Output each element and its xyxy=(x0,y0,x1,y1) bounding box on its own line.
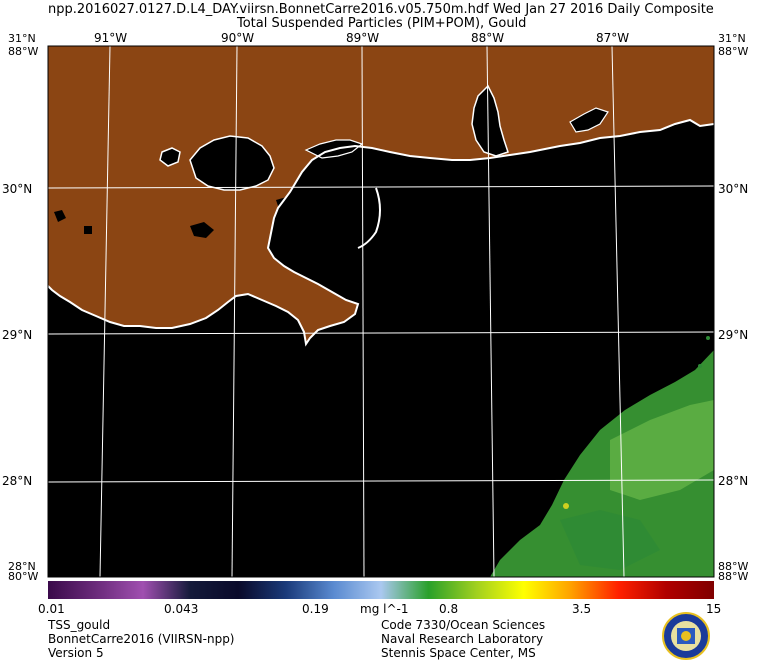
lon-label-91w: 91°W xyxy=(94,31,127,45)
lon-label-88w: 88°W xyxy=(471,31,504,45)
org-line-2: Naval Research Laboratory xyxy=(381,632,544,646)
colorbar-label-0: 0.01 xyxy=(38,602,65,616)
map-land xyxy=(48,46,714,344)
parallel-29 xyxy=(47,331,715,335)
lat-label-28n-left: 28°N xyxy=(2,474,32,488)
lat-label-29n-left: 29°N xyxy=(2,328,32,342)
lon-label-90w: 90°W xyxy=(221,31,254,45)
tss-patch-3 xyxy=(560,510,660,570)
header-line-1: npp.2016027.0127.D.L4_DAY.viirsn.BonnetC… xyxy=(48,2,714,17)
version: Version 5 xyxy=(48,646,104,660)
meridian-88 xyxy=(486,45,495,578)
lon-label-87w: 87°W xyxy=(596,31,629,45)
colorbar-label-2: 0.19 xyxy=(302,602,329,616)
meridian-91 xyxy=(99,45,111,578)
inner-bay-4 xyxy=(84,226,92,234)
mobile-bay xyxy=(471,84,509,157)
parallel-28 xyxy=(47,479,715,483)
corner-top-left-lat: 31°N xyxy=(8,32,36,45)
nrl-seal-logo xyxy=(662,612,710,660)
corner-bottom-left-lon: 80°W xyxy=(8,570,38,580)
org-line-1: Code 7330/Ocean Sciences xyxy=(381,618,546,632)
lat-label-30n-right: 30°N xyxy=(718,182,748,196)
corner-top-left-lon: 88°W xyxy=(8,45,38,58)
tss-patch-2 xyxy=(610,400,714,500)
footer-right: Code 7330/Ocean Sciences Naval Research … xyxy=(381,618,545,660)
colorbar-label-3: 0.8 xyxy=(439,602,459,616)
org-line-3: Stennis Space Center, MS xyxy=(381,646,536,660)
tss-patch-1 xyxy=(490,350,714,577)
meridian-90 xyxy=(231,45,238,578)
lat-label-30n-left: 30°N xyxy=(2,182,32,196)
inner-bay-3 xyxy=(54,210,66,222)
lat-label-29n-right: 29°N xyxy=(718,328,748,342)
map-frame xyxy=(47,45,715,578)
colorbar-label-1: 0.043 xyxy=(164,602,199,616)
footer-left: TSS_gould BonnetCarre2016 (VIIRSN-npp) V… xyxy=(48,618,235,660)
colorbar-unit: mg l^-1 xyxy=(360,602,409,616)
header-line-2: Total Suspended Particles (PIM+POM), Gou… xyxy=(237,16,527,31)
tss-speck-3 xyxy=(698,364,702,368)
lake-maurepas xyxy=(159,147,181,167)
corner-top-right-lon: 88°W xyxy=(718,45,748,58)
lat-label-28n-right: 28°N xyxy=(718,474,748,488)
meridian-87 xyxy=(611,45,625,578)
coastline xyxy=(47,118,715,347)
parallel-30 xyxy=(47,185,715,189)
product-name: TSS_gould xyxy=(48,618,111,632)
dataset-name: BonnetCarre2016 (VIIRSN-npp) xyxy=(48,632,235,646)
colorbar-label-4: 3.5 xyxy=(572,602,592,616)
corner-bottom-right-lon: 88°W xyxy=(718,570,748,580)
colorbar xyxy=(48,581,714,599)
perdido-bay xyxy=(569,107,609,133)
tss-speck-2 xyxy=(706,336,710,340)
colorbar-label-5: 15 xyxy=(706,602,722,616)
map: 91°W 90°W 89°W 88°W 87°W 30°N 29°N 28°N … xyxy=(2,31,748,580)
inner-bay-2 xyxy=(190,222,214,238)
tss-speck-1 xyxy=(563,503,569,509)
inner-bay-1 xyxy=(276,196,300,214)
corner-bottom-right-lat: 88°W xyxy=(718,560,748,573)
chandeleur-islands xyxy=(357,187,381,249)
corner-bottom-left-lat: 28°N xyxy=(8,560,36,573)
graticule xyxy=(47,45,715,578)
lon-label-89w: 89°W xyxy=(346,31,379,45)
meridian-89 xyxy=(361,45,365,578)
corner-top-right-lat: 31°N xyxy=(718,32,746,45)
